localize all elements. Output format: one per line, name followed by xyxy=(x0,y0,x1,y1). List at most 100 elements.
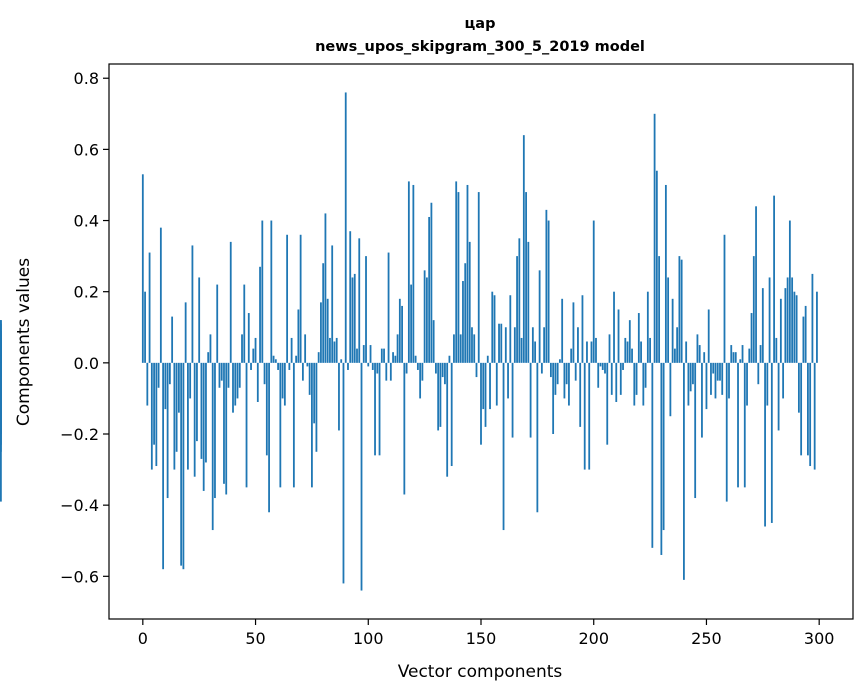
bar xyxy=(441,362,444,378)
y-tick-label: −0.6 xyxy=(60,567,99,586)
y-tick-label: 0.0 xyxy=(74,354,99,373)
bar xyxy=(696,334,699,363)
bar xyxy=(746,362,748,406)
bar xyxy=(502,362,505,531)
bar xyxy=(498,323,500,363)
y-tick-label: 0.8 xyxy=(74,69,99,88)
bar xyxy=(301,362,304,381)
bar xyxy=(516,256,518,363)
bar xyxy=(187,362,189,470)
bar xyxy=(351,277,354,363)
bar xyxy=(489,362,491,410)
bar xyxy=(193,362,196,477)
bar xyxy=(590,341,593,363)
bar xyxy=(768,277,771,363)
x-tick-label: 200 xyxy=(578,629,609,648)
bar xyxy=(466,184,469,363)
bar xyxy=(214,362,216,499)
bar xyxy=(577,327,579,363)
bar xyxy=(732,352,735,363)
bar xyxy=(234,362,237,406)
bar xyxy=(807,362,809,456)
bar xyxy=(401,305,403,363)
bar xyxy=(664,184,667,363)
bar xyxy=(0,362,2,434)
bar xyxy=(229,241,232,363)
bar xyxy=(743,362,746,488)
bar xyxy=(764,362,766,527)
bar xyxy=(360,362,363,591)
bar xyxy=(725,362,728,502)
x-axis: 0 50 100 150 200 250 300 xyxy=(138,619,835,648)
bar xyxy=(232,362,234,413)
bar xyxy=(495,362,498,406)
bar xyxy=(703,352,706,363)
bar xyxy=(155,362,158,467)
bar xyxy=(304,334,307,363)
x-tick-label: 100 xyxy=(353,629,384,648)
bar xyxy=(673,348,676,363)
x-tick-label: 0 xyxy=(138,629,148,648)
bar xyxy=(712,362,715,374)
bar xyxy=(651,362,654,548)
bar xyxy=(601,362,604,370)
bar xyxy=(813,362,816,470)
bar xyxy=(543,327,546,363)
bar xyxy=(0,355,2,363)
bar xyxy=(322,263,325,363)
bar xyxy=(797,362,800,413)
bar xyxy=(572,302,575,363)
bar xyxy=(238,362,241,388)
bar xyxy=(788,220,791,363)
x-axis-label: Vector components xyxy=(398,662,563,682)
bar xyxy=(448,355,451,363)
y-tick-label: 0.2 xyxy=(74,283,99,302)
bar xyxy=(680,259,683,363)
bar xyxy=(791,277,794,363)
bar xyxy=(610,362,613,395)
y-tick-label: −0.2 xyxy=(60,425,99,444)
bar xyxy=(223,362,225,484)
bar xyxy=(773,195,775,363)
bar xyxy=(198,277,201,363)
bar xyxy=(574,362,577,381)
bar xyxy=(522,135,525,363)
bar xyxy=(218,362,221,388)
bar xyxy=(624,337,627,363)
bar xyxy=(268,362,270,513)
bar xyxy=(608,334,611,363)
bar xyxy=(804,305,807,363)
bar xyxy=(714,362,717,399)
bar xyxy=(311,362,313,488)
x-tick-label: 300 xyxy=(804,629,835,648)
bar xyxy=(150,362,153,470)
bar xyxy=(329,337,331,363)
bar xyxy=(308,362,311,395)
bar xyxy=(453,334,455,363)
bar xyxy=(362,345,365,363)
bar xyxy=(563,362,566,399)
bar xyxy=(554,362,557,395)
bar xyxy=(475,362,478,378)
bar xyxy=(482,362,485,410)
bar xyxy=(146,362,149,406)
bars xyxy=(0,92,818,591)
bar xyxy=(398,298,401,363)
bar xyxy=(347,362,349,370)
bar xyxy=(171,316,174,363)
bar xyxy=(676,327,679,363)
bar xyxy=(737,362,739,488)
bar xyxy=(331,245,334,363)
bar xyxy=(369,345,372,363)
bar xyxy=(205,362,207,463)
bar xyxy=(277,362,279,370)
bar xyxy=(588,362,591,470)
bar xyxy=(538,270,541,363)
bar xyxy=(628,320,631,363)
bar xyxy=(432,320,435,363)
bar xyxy=(644,362,647,388)
bar xyxy=(486,355,489,363)
bar xyxy=(0,320,2,363)
bar xyxy=(177,362,180,413)
bar xyxy=(184,302,187,363)
